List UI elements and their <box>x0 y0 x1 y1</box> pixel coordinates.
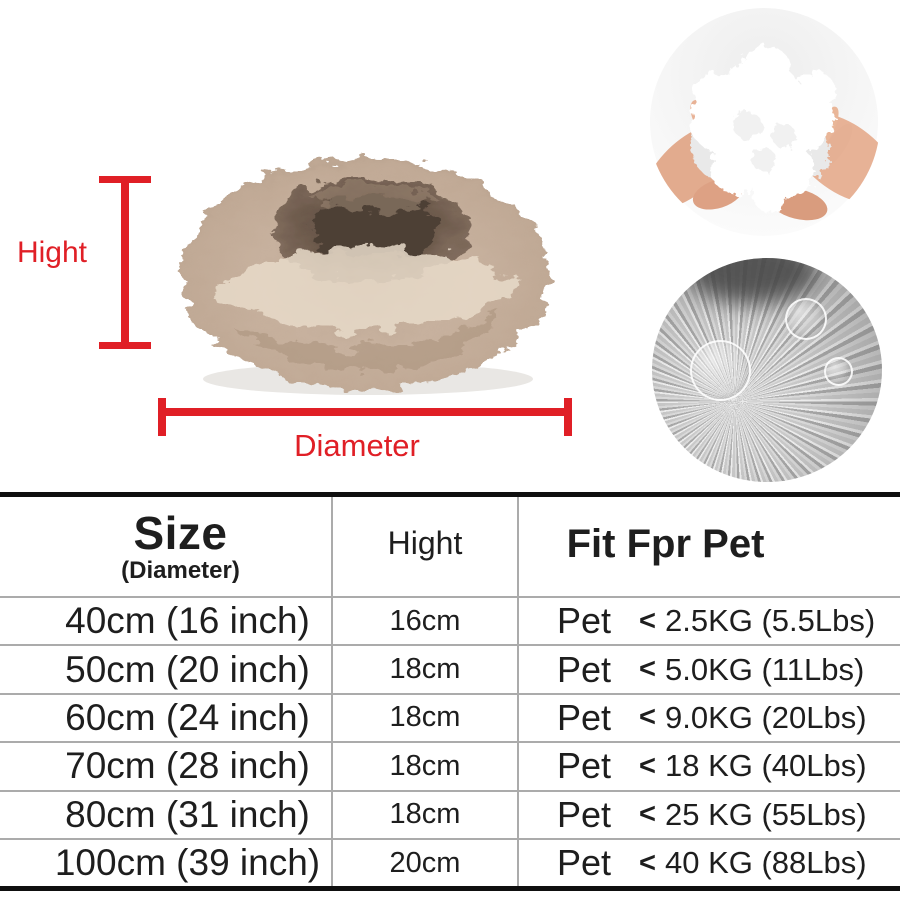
header-size-title: Size <box>133 506 228 559</box>
size-cell: 60cm (24 inch) <box>0 694 333 742</box>
stuffing-photo <box>648 8 880 236</box>
table-row: 50cm (20 inch) 18cm Pet < 5.0KG (11Lbs) <box>0 646 900 695</box>
table-row: 70cm (28 inch) 18cm Pet < 18 KG (40Lbs) <box>0 743 900 792</box>
hight-cell: 18cm <box>333 743 519 790</box>
diameter-measure-bar <box>158 398 572 436</box>
table-row: 60cm (24 inch) 18cm Pet < 9.0KG (20Lbs) <box>0 694 900 744</box>
table-row: 100cm (39 inch) 20cm Pet < 40 KG (88Lbs) <box>0 839 900 887</box>
water-drop-icon <box>824 357 853 386</box>
size-cell: 100cm (39 inch) <box>0 839 333 887</box>
height-measure-stem <box>121 176 129 349</box>
less-than-symbol: < <box>639 653 656 686</box>
hight-cell: 16cm <box>333 598 519 645</box>
table-header-row: Size (Diameter) Hight Fit Fpr Pet <box>0 497 900 598</box>
height-measure-bottom-cap <box>99 342 151 349</box>
hight-cell: 18cm <box>333 791 519 838</box>
hight-cell: 20cm <box>333 839 519 887</box>
header-size-subtitle: (Diameter) <box>121 556 240 584</box>
plush-dark-corner <box>686 258 818 304</box>
weight-limit: 2.5KG (5.5Lbs) <box>664 603 876 639</box>
size-cell: 70cm (28 inch) <box>0 743 333 790</box>
diameter-label: Diameter <box>294 428 420 463</box>
hight-cell: 18cm <box>333 694 519 742</box>
diameter-measure-left-cap <box>158 398 166 436</box>
less-than-symbol: < <box>639 798 656 831</box>
header-hight: Hight <box>333 497 519 596</box>
height-label: Hight <box>16 236 88 269</box>
weight-limit: 18 KG (40Lbs) <box>664 748 867 784</box>
water-drop-icon <box>690 340 751 401</box>
pet-bed-photo <box>181 158 549 395</box>
header-size: Size (Diameter) <box>0 497 333 596</box>
pet-label: Pet <box>557 842 612 884</box>
less-than-symbol: < <box>639 749 656 782</box>
weight-limit: 9.0KG (20Lbs) <box>664 699 867 735</box>
water-drop-icon <box>785 298 827 340</box>
table-row: 80cm (31 inch) 18cm Pet < 25 KG (55Lbs) <box>0 791 900 840</box>
header-fit-for-pet: Fit Fpr Pet <box>566 522 765 566</box>
fit-cell: Pet < 18 KG (40Lbs) <box>519 743 900 789</box>
weight-limit: 40 KG (88Lbs) <box>664 845 867 881</box>
pet-label: Pet <box>557 696 612 738</box>
weight-limit: 5.0KG (11Lbs) <box>664 651 865 687</box>
plush-closeup-photo <box>652 258 882 482</box>
fit-cell: Pet < 25 KG (55Lbs) <box>519 792 900 838</box>
size-cell: 50cm (20 inch) <box>0 646 333 693</box>
pet-label: Pet <box>557 600 612 642</box>
fit-cell: Pet < 2.5KG (5.5Lbs) <box>519 598 900 644</box>
size-cell: 40cm (16 inch) <box>0 598 333 645</box>
weight-limit: 25 KG (55Lbs) <box>664 796 867 832</box>
pet-label: Pet <box>557 745 612 787</box>
table-row: 40cm (16 inch) 16cm Pet < 2.5KG (5.5Lbs) <box>0 598 900 647</box>
less-than-symbol: < <box>639 701 656 734</box>
height-measure-bar <box>99 176 151 349</box>
fit-cell: Pet < 5.0KG (11Lbs) <box>519 646 900 692</box>
pet-label: Pet <box>557 648 612 690</box>
pet-label: Pet <box>557 793 612 835</box>
hight-cell: 18cm <box>333 646 519 693</box>
diameter-measure-line <box>158 408 572 416</box>
fit-cell: Pet < 40 KG (88Lbs) <box>519 840 900 886</box>
less-than-symbol: < <box>639 846 656 879</box>
diameter-measure-right-cap <box>564 398 572 436</box>
less-than-symbol: < <box>639 604 656 637</box>
fit-cell: Pet < 9.0KG (20Lbs) <box>519 695 900 741</box>
size-cell: 80cm (31 inch) <box>0 791 333 838</box>
size-chart-table: Size (Diameter) Hight Fit Fpr Pet 40cm (… <box>0 492 900 892</box>
